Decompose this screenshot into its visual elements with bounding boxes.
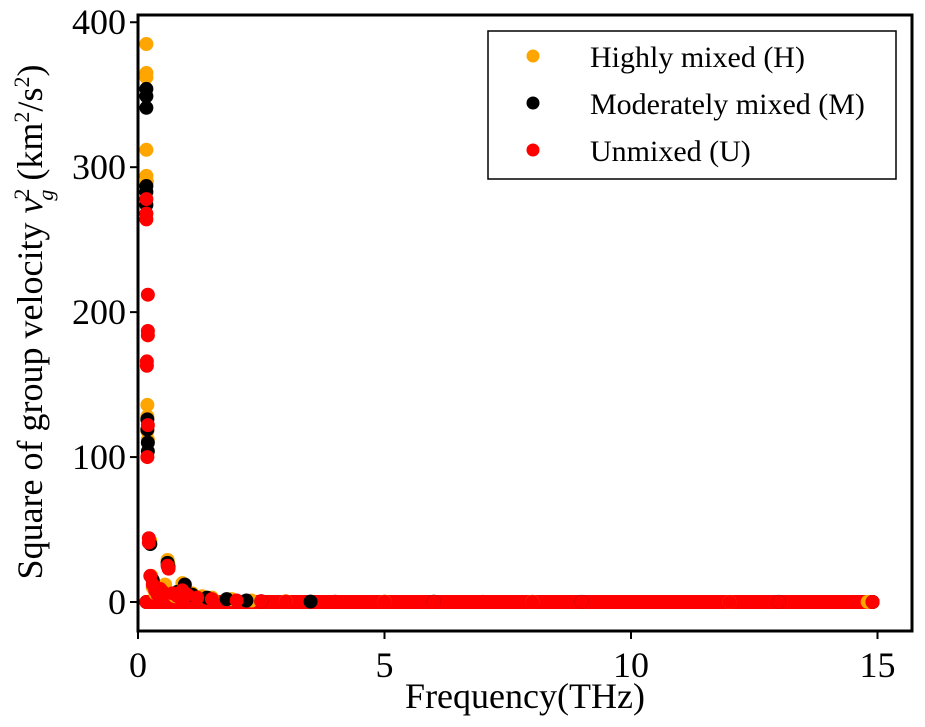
data-point: [426, 594, 441, 609]
x-tick-label: 5: [375, 645, 393, 685]
data-point: [139, 100, 154, 115]
x-tick-label: 0: [129, 645, 147, 685]
y-axis-label-unit-close: ): [10, 65, 50, 77]
data-point: [140, 287, 155, 302]
data-point: [722, 594, 737, 609]
data-point: [139, 89, 154, 104]
data-point: [161, 561, 176, 576]
data-point: [821, 594, 836, 609]
plot-frame: [136, 13, 914, 633]
data-point: [139, 36, 154, 51]
y-tick-label: 300: [72, 147, 126, 187]
y-axis-label-unit-open: (km: [10, 123, 50, 181]
y-axis-label-symbol: v: [10, 198, 50, 214]
data-point: [140, 418, 155, 433]
y-axis-label-unit-sup2: 2: [9, 77, 34, 88]
data-point: [229, 593, 244, 608]
y-tick-label: 200: [72, 292, 126, 332]
data-point: [139, 70, 154, 85]
data-point: [204, 592, 219, 607]
points-layer: [139, 36, 880, 609]
data-point: [239, 593, 254, 608]
y-axis-label: Square of group velocity v2g (km2/s2): [9, 65, 58, 580]
legend-label-unmixed: Unmixed (U): [590, 135, 751, 168]
data-point: [140, 397, 155, 412]
data-point: [623, 594, 638, 609]
data-point: [328, 594, 343, 609]
data-point: [254, 594, 269, 609]
data-point: [574, 594, 589, 609]
data-point: [139, 142, 154, 157]
y-tick-label: 0: [108, 582, 126, 622]
data-point: [139, 212, 154, 227]
data-point: [141, 535, 156, 550]
data-point: [303, 594, 318, 609]
x-axis-label: Frequency(THz): [405, 676, 645, 716]
legend-label-moderately-mixed: Moderately mixed (M): [590, 88, 865, 121]
legend-marker-highly-mixed: [526, 49, 540, 63]
data-point: [673, 594, 688, 609]
data-point: [140, 450, 155, 465]
x-tick-label: 15: [859, 645, 895, 685]
data-point: [525, 594, 540, 609]
y-axis-label-symbol-sup: 2: [9, 189, 34, 200]
y-axis-label-unit-mid: /s: [10, 88, 50, 112]
y-tick-label: 100: [72, 437, 126, 477]
legend-box: [487, 30, 897, 180]
legend-label-highly-mixed: Highly mixed (H): [590, 41, 805, 74]
data-point: [865, 594, 880, 609]
legend: Highly mixed (H) Moderately mixed (M) Un…: [487, 30, 897, 180]
data-point: [190, 590, 205, 605]
data-point: [771, 594, 786, 609]
y-axis-label-text: Square of group velocity: [10, 223, 50, 580]
y-tick-label: 400: [72, 2, 126, 42]
data-point: [140, 328, 155, 343]
series-group: [139, 192, 880, 609]
data-point: [476, 594, 491, 609]
data-point: [139, 192, 154, 207]
x-tick-label: 10: [613, 645, 649, 685]
legend-marker-moderately-mixed: [526, 96, 540, 110]
y-axis-label-symbol-sub: g: [33, 190, 58, 201]
legend-marker-unmixed: [526, 143, 540, 157]
y-axis-label-unit-sup1: 2: [9, 112, 34, 123]
tick-layer: 0 5 10 15 0 100 200 300 400: [72, 2, 895, 685]
data-point: [278, 594, 293, 609]
data-point: [139, 358, 154, 373]
data-point: [377, 594, 392, 609]
